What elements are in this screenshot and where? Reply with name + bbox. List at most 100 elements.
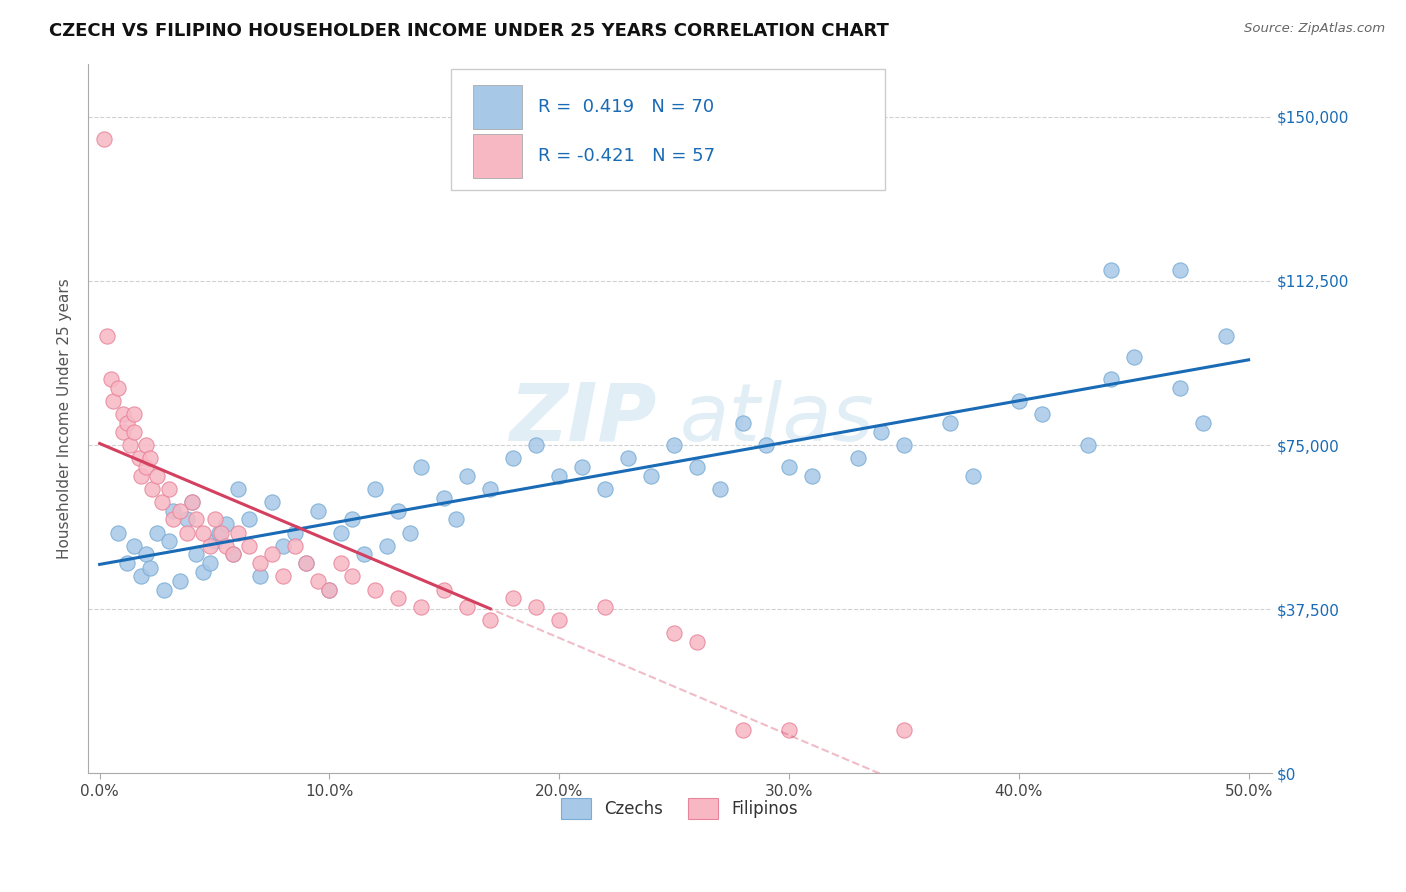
Point xyxy=(307,574,329,588)
Point xyxy=(307,504,329,518)
Point xyxy=(103,394,125,409)
Point xyxy=(128,451,150,466)
Point xyxy=(176,512,198,526)
Point xyxy=(115,416,138,430)
Point xyxy=(238,512,260,526)
Point xyxy=(342,569,364,583)
Text: atlas: atlas xyxy=(681,380,875,458)
Point xyxy=(778,459,800,474)
Point xyxy=(249,569,271,583)
Point xyxy=(353,548,375,562)
Text: Source: ZipAtlas.com: Source: ZipAtlas.com xyxy=(1244,22,1385,36)
Point xyxy=(318,582,340,597)
Point xyxy=(479,482,502,496)
Point xyxy=(284,539,307,553)
Point xyxy=(180,495,202,509)
Point xyxy=(93,131,115,145)
Point xyxy=(1077,438,1099,452)
Text: R =  0.419   N = 70: R = 0.419 N = 70 xyxy=(538,97,714,116)
Point xyxy=(180,495,202,509)
Point xyxy=(548,613,571,627)
Point xyxy=(456,600,478,615)
FancyBboxPatch shape xyxy=(472,85,523,128)
Point xyxy=(329,525,352,540)
Point xyxy=(226,525,249,540)
Point xyxy=(502,451,524,466)
Point xyxy=(215,516,238,531)
Point xyxy=(198,556,221,570)
Point xyxy=(846,451,869,466)
Point xyxy=(111,425,134,439)
Point xyxy=(107,381,129,395)
Point xyxy=(139,451,162,466)
Point xyxy=(209,525,232,540)
Point xyxy=(387,591,409,606)
Point xyxy=(1215,328,1237,343)
Point xyxy=(524,600,547,615)
Point xyxy=(411,600,433,615)
Point xyxy=(342,512,364,526)
Point xyxy=(1099,372,1122,386)
Point xyxy=(1168,381,1191,395)
Point xyxy=(364,482,387,496)
Point xyxy=(107,525,129,540)
Point xyxy=(962,468,984,483)
Point xyxy=(238,539,260,553)
Point xyxy=(146,525,169,540)
Point xyxy=(686,635,709,649)
Point xyxy=(1191,416,1213,430)
Point xyxy=(893,723,915,737)
Point xyxy=(662,438,685,452)
FancyBboxPatch shape xyxy=(472,135,523,178)
Point xyxy=(260,495,283,509)
Point xyxy=(456,468,478,483)
Point xyxy=(662,626,685,640)
Point xyxy=(135,459,157,474)
Point xyxy=(1168,263,1191,277)
Point xyxy=(226,482,249,496)
Point xyxy=(571,459,593,474)
Point xyxy=(329,556,352,570)
Point xyxy=(186,512,208,526)
Text: CZECH VS FILIPINO HOUSEHOLDER INCOME UNDER 25 YEARS CORRELATION CHART: CZECH VS FILIPINO HOUSEHOLDER INCOME UND… xyxy=(49,22,889,40)
Point xyxy=(208,525,231,540)
Legend: Czechs, Filipinos: Czechs, Filipinos xyxy=(554,792,806,825)
Point xyxy=(135,548,157,562)
Point xyxy=(222,548,245,562)
Point xyxy=(139,560,162,574)
Point xyxy=(295,556,318,570)
Point xyxy=(100,372,122,386)
Point xyxy=(249,556,271,570)
Point xyxy=(731,416,754,430)
Point xyxy=(1031,408,1053,422)
Point xyxy=(479,613,502,627)
Point xyxy=(387,504,409,518)
Point xyxy=(222,548,245,562)
Point xyxy=(755,438,778,452)
Point xyxy=(141,482,163,496)
Point xyxy=(411,459,433,474)
Point xyxy=(433,491,456,505)
Point xyxy=(870,425,893,439)
Point xyxy=(96,328,118,343)
Point xyxy=(399,525,422,540)
Point xyxy=(1099,263,1122,277)
Y-axis label: Householder Income Under 25 years: Householder Income Under 25 years xyxy=(58,278,72,559)
Point xyxy=(731,723,754,737)
Point xyxy=(176,525,198,540)
Point xyxy=(129,569,152,583)
FancyBboxPatch shape xyxy=(451,69,884,190)
Point xyxy=(273,569,295,583)
Point xyxy=(295,556,318,570)
Point xyxy=(433,582,456,597)
Point xyxy=(157,534,180,549)
Point xyxy=(191,525,214,540)
Point xyxy=(593,600,616,615)
Point xyxy=(122,408,145,422)
Point xyxy=(617,451,640,466)
Point xyxy=(150,495,173,509)
Point xyxy=(169,504,191,518)
Point xyxy=(548,468,571,483)
Point xyxy=(524,438,547,452)
Point xyxy=(364,582,387,597)
